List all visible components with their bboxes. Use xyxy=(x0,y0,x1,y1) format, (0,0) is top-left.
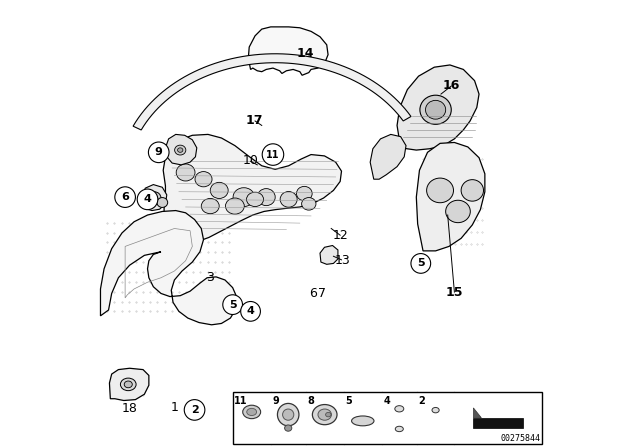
Text: 18: 18 xyxy=(122,402,138,415)
Ellipse shape xyxy=(233,188,255,207)
Text: 11: 11 xyxy=(234,396,248,405)
Ellipse shape xyxy=(243,405,260,418)
Circle shape xyxy=(262,144,284,165)
Text: 9: 9 xyxy=(272,396,279,405)
Ellipse shape xyxy=(175,145,186,155)
Ellipse shape xyxy=(318,409,332,420)
Text: 16: 16 xyxy=(443,78,460,92)
Ellipse shape xyxy=(120,378,136,391)
Polygon shape xyxy=(370,134,406,179)
Text: 2: 2 xyxy=(191,405,198,415)
Circle shape xyxy=(241,302,260,321)
Ellipse shape xyxy=(211,182,228,198)
Polygon shape xyxy=(163,134,342,243)
Polygon shape xyxy=(109,368,149,401)
Ellipse shape xyxy=(247,409,257,416)
Text: 14: 14 xyxy=(297,47,314,60)
Polygon shape xyxy=(141,185,167,211)
Polygon shape xyxy=(133,54,411,130)
Ellipse shape xyxy=(326,412,331,417)
Text: 8: 8 xyxy=(307,396,314,405)
Ellipse shape xyxy=(432,408,439,413)
Circle shape xyxy=(137,189,158,210)
Ellipse shape xyxy=(445,200,470,223)
Ellipse shape xyxy=(148,192,161,204)
Ellipse shape xyxy=(225,198,244,214)
Text: 13: 13 xyxy=(335,254,350,267)
Ellipse shape xyxy=(157,198,168,207)
Polygon shape xyxy=(474,408,481,418)
Text: 5: 5 xyxy=(417,258,424,268)
Ellipse shape xyxy=(296,186,312,201)
Ellipse shape xyxy=(176,164,195,181)
Text: 1: 1 xyxy=(170,401,179,414)
Polygon shape xyxy=(248,27,328,75)
Text: 2: 2 xyxy=(418,396,425,405)
Circle shape xyxy=(184,400,205,420)
Text: 17: 17 xyxy=(245,114,263,128)
Text: 5: 5 xyxy=(229,300,236,310)
Text: 4: 4 xyxy=(383,396,390,405)
Polygon shape xyxy=(320,246,338,264)
Ellipse shape xyxy=(195,172,212,187)
Text: 4: 4 xyxy=(143,194,152,204)
Polygon shape xyxy=(417,142,485,251)
Circle shape xyxy=(411,254,431,273)
Circle shape xyxy=(115,187,136,207)
Ellipse shape xyxy=(396,426,403,432)
Text: 4: 4 xyxy=(246,306,255,316)
Text: 9: 9 xyxy=(155,147,163,157)
Ellipse shape xyxy=(461,180,484,201)
Ellipse shape xyxy=(301,198,316,210)
Circle shape xyxy=(148,142,169,163)
Text: 10: 10 xyxy=(243,154,259,167)
Ellipse shape xyxy=(420,95,451,125)
Ellipse shape xyxy=(177,148,183,152)
Ellipse shape xyxy=(280,192,297,207)
Polygon shape xyxy=(100,211,237,325)
Text: 3: 3 xyxy=(206,271,214,284)
Ellipse shape xyxy=(246,192,264,207)
Polygon shape xyxy=(474,418,523,428)
Ellipse shape xyxy=(426,100,445,119)
Text: 15: 15 xyxy=(445,285,463,299)
Text: 6: 6 xyxy=(309,287,317,300)
Ellipse shape xyxy=(283,409,294,420)
Ellipse shape xyxy=(285,425,292,431)
Polygon shape xyxy=(165,134,197,165)
Ellipse shape xyxy=(427,178,454,203)
Text: 12: 12 xyxy=(332,228,348,242)
Ellipse shape xyxy=(257,189,275,206)
Ellipse shape xyxy=(312,405,337,425)
Bar xyxy=(233,392,541,444)
Ellipse shape xyxy=(278,403,299,426)
Text: 7: 7 xyxy=(318,287,326,300)
Text: 5: 5 xyxy=(345,396,352,405)
Ellipse shape xyxy=(124,381,132,388)
Ellipse shape xyxy=(351,416,374,426)
Polygon shape xyxy=(397,65,479,150)
Text: 00275844: 00275844 xyxy=(500,434,540,443)
Ellipse shape xyxy=(395,406,404,412)
Circle shape xyxy=(223,295,243,314)
Ellipse shape xyxy=(201,198,219,214)
Text: 6: 6 xyxy=(121,192,129,202)
Text: 11: 11 xyxy=(266,150,280,159)
